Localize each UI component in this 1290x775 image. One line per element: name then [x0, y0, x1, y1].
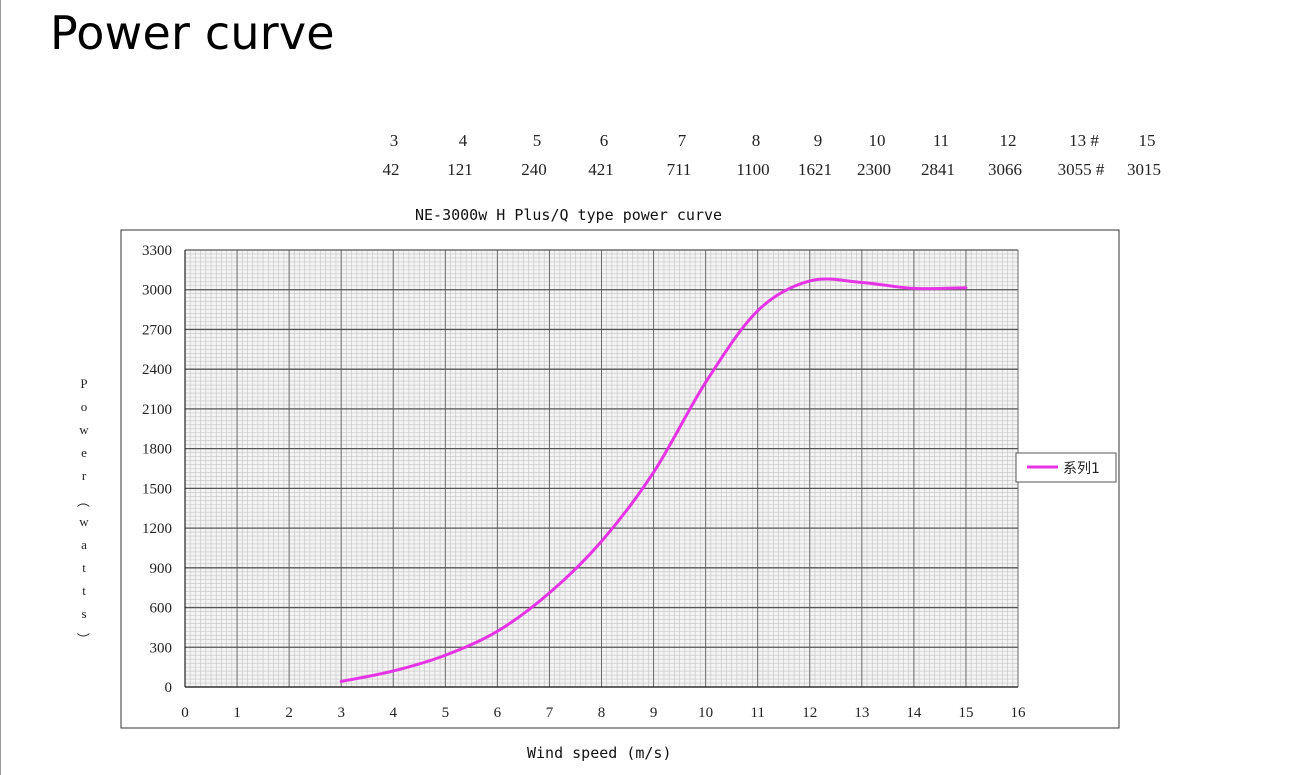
y-tick-label: 3300 — [142, 243, 172, 259]
table-speed-cell: 10 — [868, 131, 886, 150]
x-tick-label: 0 — [181, 705, 189, 721]
x-tick-label: 14 — [906, 705, 922, 721]
x-tick-label: 7 — [546, 705, 554, 721]
x-tick-label: 9 — [650, 705, 658, 721]
table-power-cell: 3055 # — [1057, 160, 1105, 179]
x-tick-label: 12 — [802, 705, 817, 721]
table-speed-cell: 4 — [458, 131, 468, 150]
y-tick-label: 2400 — [142, 362, 172, 378]
table-power-cell: 1621 — [798, 160, 832, 179]
y-axis-label-letter: o — [80, 399, 88, 414]
y-tick-label: 2700 — [142, 322, 172, 338]
y-tick-label: 300 — [150, 640, 173, 656]
x-tick-label: 6 — [494, 705, 502, 721]
x-tick-label: 3 — [337, 705, 345, 721]
table-power-cell: 711 — [666, 160, 692, 179]
series-line — [339, 277, 968, 683]
slide-border — [0, 0, 1, 775]
x-tick-label: 16 — [1011, 705, 1027, 721]
y-axis-label-letter: t — [82, 560, 86, 575]
y-tick-label: 900 — [150, 561, 173, 577]
table-speed-cell: 11 — [932, 131, 950, 150]
x-tick-label: 5 — [442, 705, 450, 721]
table-speed-cell: 5 — [532, 131, 542, 150]
y-axis-label-letter: a — [81, 537, 87, 552]
y-axis-label-letter: w — [79, 514, 89, 529]
table-speed-cell: 12 — [999, 131, 1017, 150]
y-tick-label: 600 — [150, 601, 173, 617]
y-axis-label-letter: t — [82, 583, 86, 598]
y-tick-label: 0 — [165, 680, 173, 696]
y-axis-label-letter: s — [81, 606, 87, 621]
slide-title: Power curve — [50, 6, 335, 60]
table-speed-cell: 3 — [389, 131, 399, 150]
table-power-cell: 42 — [382, 160, 400, 179]
x-tick-label: 13 — [854, 705, 869, 721]
table-power-cell: 421 — [588, 160, 614, 179]
y-axis-label-letter: P — [80, 376, 88, 391]
y-tick-label: 1800 — [142, 442, 172, 458]
y-tick-label: 2100 — [142, 402, 172, 418]
legend-label: 系列1 — [1063, 461, 1100, 477]
y-axis-label-letter: e — [81, 445, 87, 460]
y-tick-label: 1500 — [142, 481, 172, 497]
table-speed-cell: 13 # — [1069, 131, 1099, 150]
y-axis-label-letter: ） — [75, 632, 91, 646]
x-tick-label: 2 — [285, 705, 293, 721]
table-power-cell: 240 — [521, 160, 547, 179]
chart-title: NE-3000w H Plus/Q type power curve — [415, 206, 723, 224]
y-axis-label-letter: w — [79, 422, 89, 437]
y-tick-label: 3000 — [142, 283, 172, 299]
table-power-cell: 1100 — [736, 160, 770, 179]
x-tick-label: 1 — [233, 705, 241, 721]
x-axis-label: Wind speed (m/s) — [527, 744, 672, 762]
table-speed-cell: 9 — [813, 131, 823, 150]
table-speed-cell: 7 — [677, 131, 687, 150]
table-speed-cell: 6 — [599, 131, 609, 150]
x-tick-label: 11 — [750, 705, 764, 721]
table-speed-cell: 8 — [751, 131, 761, 150]
table-power-cell: 2841 — [921, 160, 955, 179]
table-speed-cell: 15 — [1138, 131, 1156, 150]
y-tick-label: 1200 — [142, 521, 172, 537]
x-tick-label: 10 — [698, 705, 713, 721]
y-axis-label-letter: r — [81, 468, 87, 483]
x-tick-label: 15 — [958, 705, 973, 721]
table-power-cell: 3066 — [988, 160, 1022, 179]
x-tick-label: 4 — [390, 705, 398, 721]
x-tick-label: 8 — [598, 705, 606, 721]
table-power-cell: 2300 — [857, 160, 891, 179]
table-power-cell: 121 — [447, 160, 473, 179]
table-power-cell: 3015 — [1127, 160, 1161, 179]
y-axis-label-letter: （ — [75, 494, 91, 508]
